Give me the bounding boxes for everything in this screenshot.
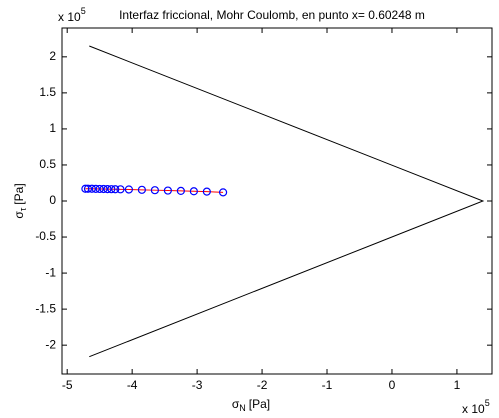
- x-tick-label: -5: [62, 378, 73, 392]
- chart-title: Interfaz friccional, Mohr Coulomb, en pu…: [119, 8, 425, 22]
- data-point: [91, 184, 100, 193]
- x-tick-label: 0: [389, 378, 396, 392]
- data-point: [150, 186, 159, 195]
- data-point: [137, 185, 146, 194]
- x-tick-label: -1: [322, 378, 333, 392]
- exponent-power: 5: [485, 398, 490, 408]
- data-point: [111, 185, 120, 194]
- x-axis-label: σN [Pa]: [232, 397, 270, 413]
- exponent-power: 5: [81, 6, 86, 16]
- exponent-base: x 10: [58, 10, 81, 24]
- y-tick-label: 1.5: [39, 85, 56, 99]
- data-line: [89, 45, 485, 358]
- y-exponent: x 105: [58, 6, 86, 24]
- y-tick-label: -1: [45, 265, 56, 279]
- label-unit: [Pa]: [12, 183, 26, 204]
- plot-area: [61, 27, 493, 375]
- exponent-base: x 10: [462, 402, 485, 416]
- data-point: [124, 185, 134, 194]
- y-tick-label: 2: [49, 49, 56, 63]
- data-point: [202, 187, 211, 196]
- label-unit: [Pa]: [249, 397, 270, 411]
- data-point: [176, 186, 185, 196]
- data-point: [103, 185, 112, 194]
- x-tick-label: 1: [454, 378, 461, 392]
- data-point: [107, 185, 116, 194]
- label-symbol: σ: [12, 211, 26, 219]
- label-symbol: σ: [232, 397, 240, 411]
- data-point: [163, 186, 172, 195]
- y-tick-label: -1.5: [35, 301, 56, 315]
- data-point: [87, 184, 96, 193]
- x-tick-label: -2: [257, 378, 268, 392]
- y-tick-label: -0.5: [35, 229, 56, 243]
- data-point: [99, 184, 108, 194]
- x-tick-label: -3: [192, 378, 203, 392]
- x-tick-label: -4: [127, 378, 138, 392]
- label-subscript: τ: [18, 207, 28, 211]
- data-point: [116, 185, 125, 194]
- y-axis-label: στ [Pa]: [12, 183, 28, 218]
- y-tick-label: 0: [49, 193, 56, 207]
- y-tick-label: 0.5: [39, 157, 56, 171]
- y-tick-label: -2: [45, 337, 56, 351]
- data-point: [95, 184, 104, 194]
- data-point: [218, 188, 228, 197]
- data-point: [189, 187, 198, 196]
- data-point: [83, 184, 93, 193]
- label-subscript: N: [239, 403, 246, 413]
- y-tick-label: 1: [49, 121, 56, 135]
- x-exponent: x 105: [462, 398, 490, 416]
